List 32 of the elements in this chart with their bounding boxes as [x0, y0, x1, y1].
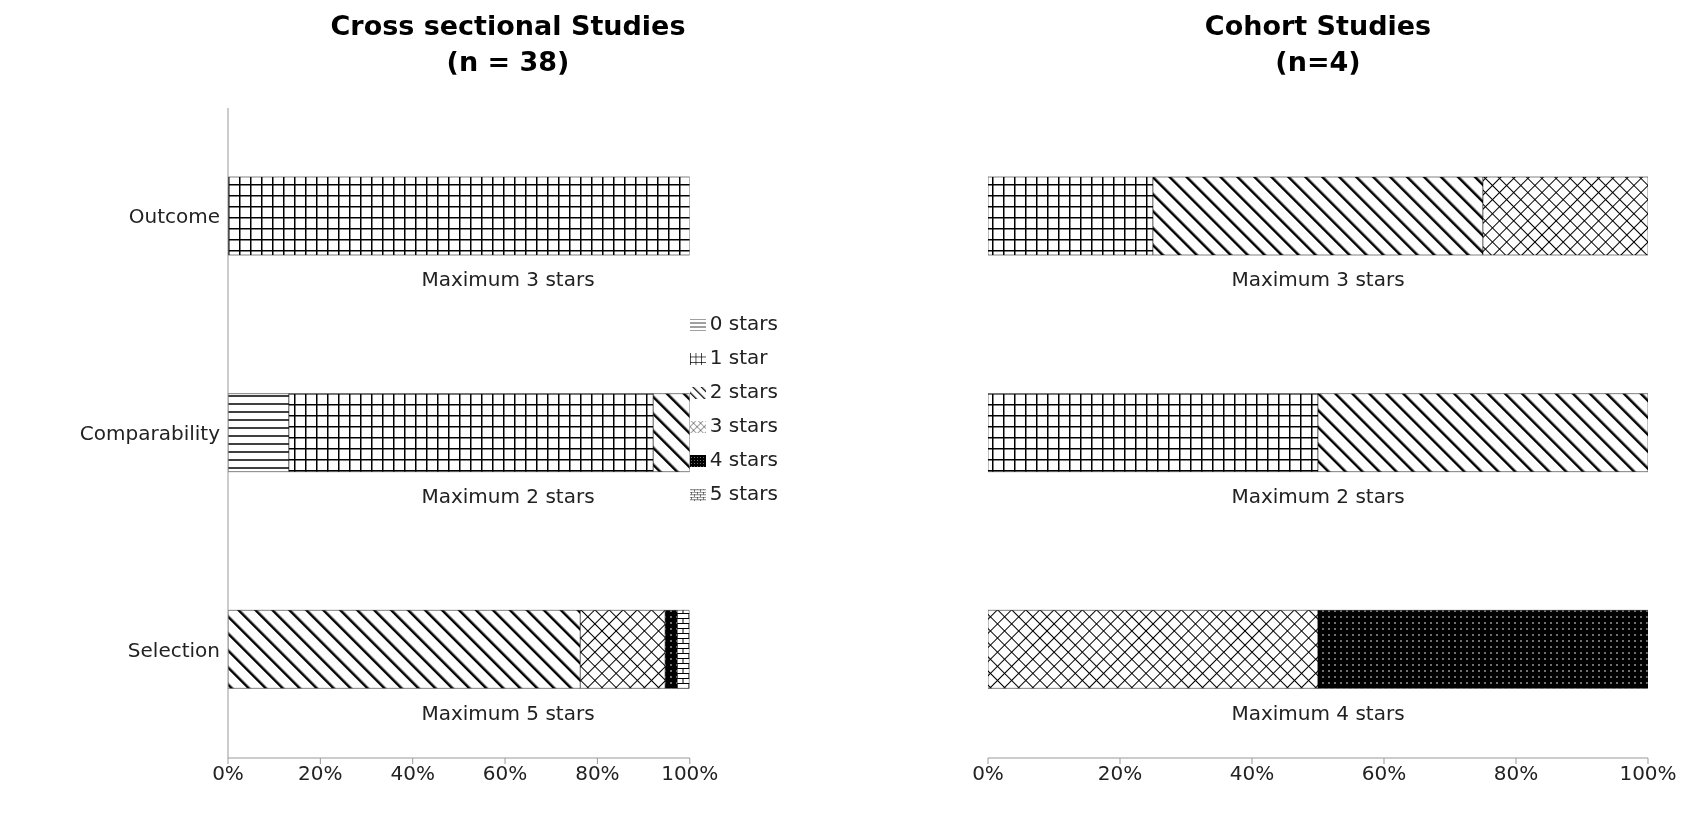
x-tick-label: 0%: [972, 761, 1004, 786]
x-tick-label: 20%: [298, 761, 343, 786]
chart-title: Cohort Studies: [1203, 9, 1433, 43]
chart-title: Cross sectional Studies: [329, 9, 687, 43]
x-tick-label: 20%: [1097, 761, 1143, 786]
x-tick-label: 80%: [575, 761, 620, 786]
legend-label: 2 stars: [709, 379, 778, 403]
legend-label: 4 stars: [709, 447, 778, 471]
legend-label: 0 stars: [709, 311, 778, 335]
x-tick-label: 100%: [1619, 761, 1677, 786]
x-tick-label: 0%: [212, 761, 244, 786]
x-tick-label: 40%: [390, 761, 435, 786]
y-tick-label: Outcome: [128, 204, 220, 229]
x-tick-label: 100%: [661, 761, 719, 786]
bar: [228, 176, 690, 256]
annotation: Maximum 3 stars: [420, 267, 596, 292]
annotation: Maximum 4 stars: [1230, 700, 1406, 725]
legend-label: 3 stars: [709, 413, 778, 437]
x-tick-label: 60%: [1361, 761, 1407, 786]
chart-subtitle: (n=4): [1274, 45, 1362, 79]
x-tick-label: 60%: [482, 761, 528, 786]
y-tick-label: Selection: [127, 637, 220, 662]
annotation: Maximum 2 stars: [421, 484, 595, 508]
legend-label: 5 stars: [709, 481, 778, 505]
x-tick-label: 80%: [1493, 761, 1539, 786]
chart-subtitle: (n = 38): [445, 45, 571, 79]
annotation: Maximum 2 stars: [1230, 484, 1406, 508]
legend-label: 1 star: [709, 345, 768, 369]
y-tick-label: Comparability: [79, 421, 221, 446]
annotation: Maximum 5 stars: [420, 700, 596, 725]
x-tick-label: 40%: [1229, 761, 1275, 786]
annotation: Maximum 3 stars: [1230, 267, 1406, 292]
